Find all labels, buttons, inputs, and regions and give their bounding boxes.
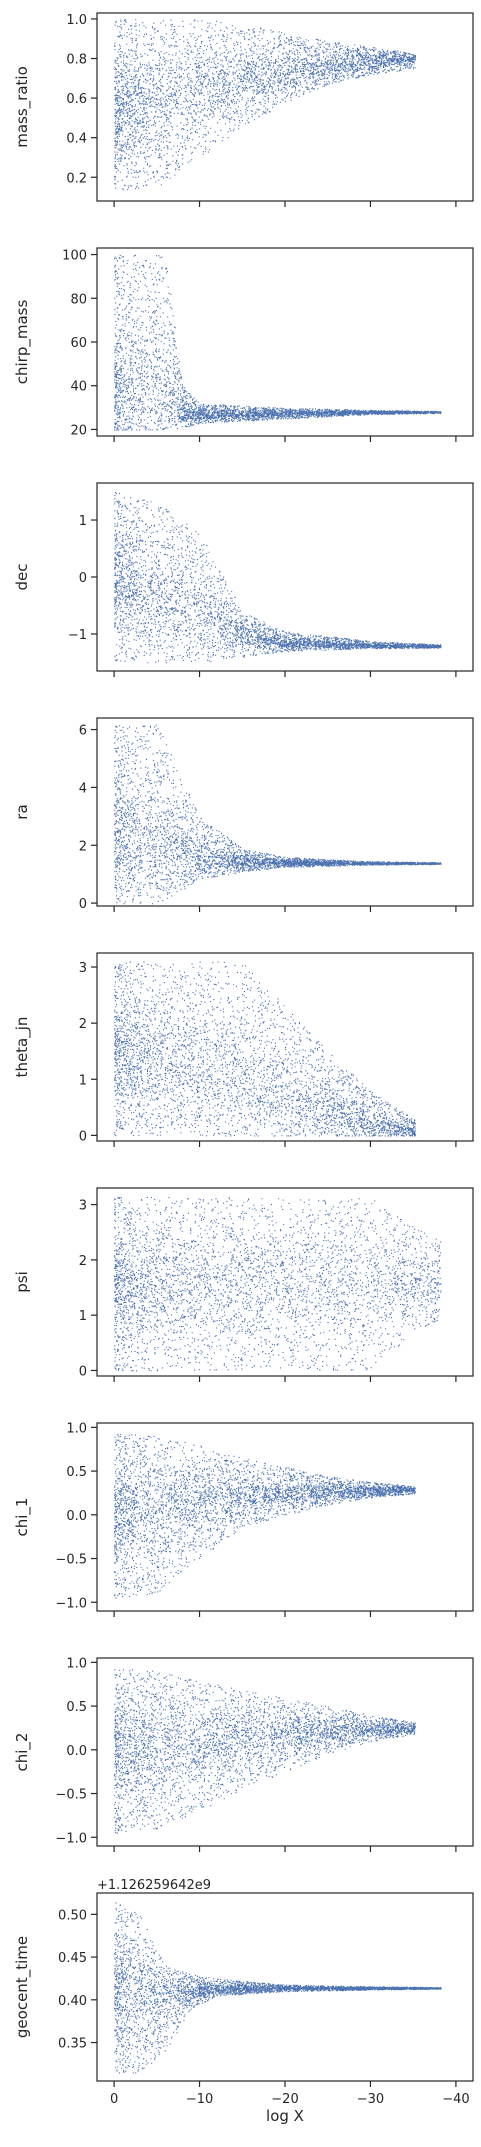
y-tick-label: 6 bbox=[79, 724, 87, 739]
y-offset-label: +1.126259642e9 bbox=[97, 1878, 211, 1893]
panel-mass-ratio: 0.2 0.4 0.6 0.8 1.0 mass_ratio bbox=[13, 12, 474, 207]
scatter-points bbox=[114, 724, 442, 905]
panel-theta-jn: 0 1 2 3 theta_jn bbox=[13, 952, 474, 1147]
x-tick-label: −30 bbox=[357, 2092, 384, 2107]
panel-chi-2: −1.0 −0.5 0.0 0.5 1.0 chi_2 bbox=[13, 1656, 474, 1852]
scatter-points bbox=[114, 254, 442, 431]
y-tick-label: −0.5 bbox=[55, 1553, 87, 1568]
panel-chirp-mass: 20 40 60 80 100 chirp_mass bbox=[13, 247, 474, 442]
y-tick-label: 0.6 bbox=[66, 92, 87, 107]
x-tick-label: −40 bbox=[442, 2092, 469, 2107]
y-tick-label: 0.5 bbox=[66, 1465, 87, 1480]
y-tick-label: 3 bbox=[79, 961, 87, 976]
scatter-points bbox=[114, 19, 416, 191]
y-tick-label: 100 bbox=[62, 249, 87, 264]
y-axis-label: chirp_mass bbox=[13, 300, 32, 385]
y-tick-label: −0.5 bbox=[55, 1788, 87, 1803]
y-tick-label: 0.8 bbox=[66, 53, 87, 68]
y-tick-label: 1 bbox=[79, 1309, 87, 1324]
panel-ra: 0 2 4 6 ra bbox=[13, 717, 474, 912]
x-tick-label: 0 bbox=[110, 2092, 118, 2107]
x-axis-label: log X bbox=[266, 2107, 304, 2125]
axes-frame bbox=[96, 717, 474, 907]
y-tick-label: 0.35 bbox=[58, 2037, 87, 2052]
panel-psi: 0 1 2 3 psi bbox=[13, 1187, 474, 1382]
y-tick-label: 0.4 bbox=[66, 132, 87, 147]
scatter-points bbox=[114, 492, 442, 664]
y-tick-label: 0.45 bbox=[58, 1951, 87, 1966]
y-tick-label: 1.0 bbox=[66, 13, 87, 28]
y-tick-label: 1 bbox=[79, 1073, 87, 1088]
y-tick-label: 20 bbox=[70, 423, 87, 438]
y-tick-label: −1.0 bbox=[55, 1596, 87, 1611]
panel-dec: −1 0 1 dec bbox=[13, 482, 474, 677]
y-tick-label: 0.5 bbox=[66, 1700, 87, 1715]
y-tick-label: 0 bbox=[79, 1364, 87, 1379]
y-axis-label: theta_jn bbox=[13, 1017, 32, 1078]
y-tick-label: 0.40 bbox=[58, 1994, 87, 2009]
y-tick-label: 40 bbox=[70, 380, 87, 395]
y-tick-label: 0.0 bbox=[66, 1744, 87, 1759]
y-axis-label: mass_ratio bbox=[13, 66, 32, 148]
y-tick-label: 0 bbox=[79, 1129, 87, 1144]
y-tick-label: 0.50 bbox=[58, 1908, 87, 1923]
x-tick-label: −10 bbox=[186, 2092, 213, 2107]
y-tick-label: −1.0 bbox=[55, 1831, 87, 1846]
scatter-points bbox=[114, 1433, 416, 1599]
y-axis-label: ra bbox=[13, 804, 31, 819]
y-tick-label: 0 bbox=[79, 897, 87, 912]
y-axis-label: geocent_time bbox=[13, 1936, 32, 2038]
scatter-points bbox=[114, 961, 416, 1137]
y-tick-label: 60 bbox=[70, 336, 87, 351]
y-tick-label: 2 bbox=[79, 1017, 87, 1032]
y-tick-label: 80 bbox=[70, 292, 87, 307]
y-axis-label: psi bbox=[13, 1271, 31, 1293]
y-tick-label: 1.0 bbox=[66, 1656, 87, 1671]
y-tick-label: 3 bbox=[79, 1199, 87, 1214]
y-axis-label: chi_1 bbox=[13, 1498, 32, 1537]
y-tick-label: −1 bbox=[68, 628, 87, 643]
y-tick-label: 0.2 bbox=[66, 171, 87, 186]
y-tick-label: 0.0 bbox=[66, 1509, 87, 1524]
panel-geocent-time: 0.35 0.40 0.45 0.50 0 −10 −20 −30 −40 geocent_tim… bbox=[13, 1878, 474, 2107]
scatter-points bbox=[114, 1669, 416, 1834]
y-tick-label: 1 bbox=[79, 514, 87, 529]
panel-chi-1: −1.0 −0.5 0.0 0.5 1.0 chi_1 bbox=[13, 1421, 474, 1617]
y-tick-label: 2 bbox=[79, 839, 87, 854]
x-tick-label: −20 bbox=[271, 2092, 298, 2107]
y-tick-label: 4 bbox=[79, 781, 87, 796]
axes-frame bbox=[96, 247, 474, 437]
scatter-points bbox=[114, 1196, 442, 1372]
y-axis-label: chi_2 bbox=[13, 1733, 32, 1772]
y-tick-label: 0 bbox=[79, 571, 87, 586]
scatter-points bbox=[114, 1902, 442, 2074]
y-axis-label: dec bbox=[13, 564, 31, 591]
y-tick-label: 1.0 bbox=[66, 1421, 87, 1436]
y-tick-label: 2 bbox=[79, 1254, 87, 1269]
